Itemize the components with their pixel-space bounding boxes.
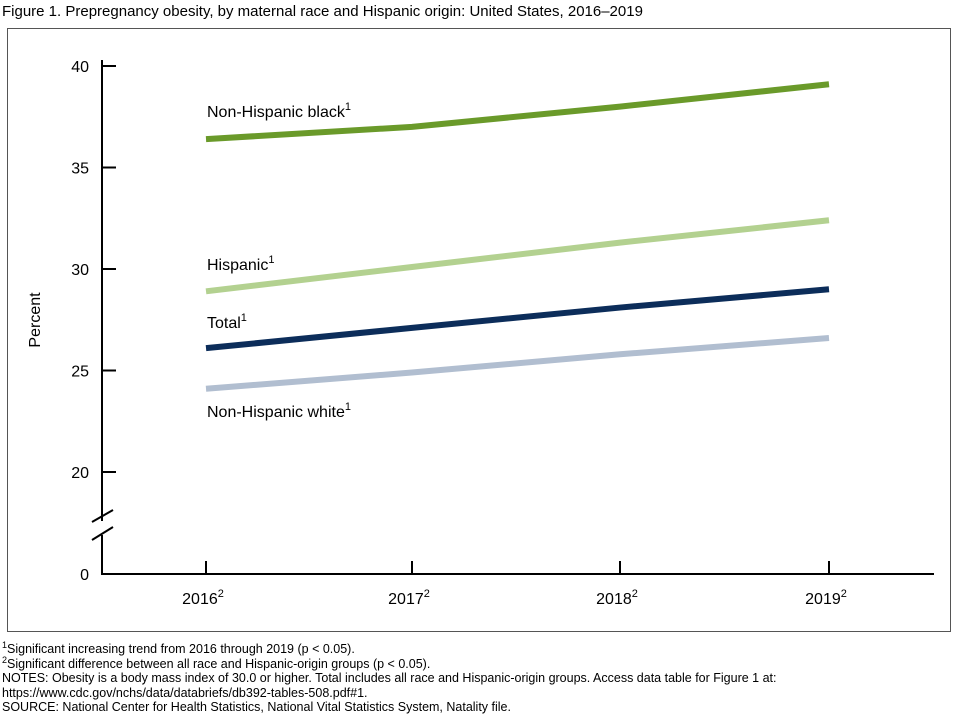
footnotes: 1Significant increasing trend from 2016 … — [2, 640, 776, 715]
y-tick-label: 30 — [71, 262, 89, 279]
footnote-text: https://www.cdc.gov/nchs/data/databriefs… — [2, 685, 368, 700]
series-label: Non-Hispanic black1 — [207, 101, 351, 121]
axis-break-mark — [91, 526, 114, 541]
y-axis-label: Percent — [27, 292, 44, 348]
x-tick-superscript: 2 — [841, 588, 847, 600]
figure-title: Figure 1. Prepregnancy obesity, by mater… — [2, 3, 643, 20]
y-tick-label: 25 — [71, 364, 89, 381]
series-label-superscript: 1 — [345, 401, 351, 413]
x-tick-label: 20192 — [805, 588, 847, 608]
footnote: 2Significant difference between all race… — [2, 654, 776, 672]
x-tick-superscript: 2 — [632, 588, 638, 600]
footnote-text: NOTES: Obesity is a body mass index of 3… — [2, 671, 777, 686]
series-label-superscript: 1 — [241, 312, 247, 324]
y-tick-label: 20 — [71, 465, 89, 482]
footnote-marker: 1 — [2, 640, 8, 650]
x-tick-superscript: 2 — [424, 588, 430, 600]
y-tick-label: 40 — [71, 59, 89, 76]
footnote: SOURCE: National Center for Health Stati… — [2, 700, 776, 715]
axis-break-mark — [91, 509, 114, 523]
x-tick-label: 20182 — [596, 588, 638, 608]
series-label: Hispanic1 — [207, 254, 274, 274]
series-label-superscript: 1 — [345, 101, 351, 113]
footnote: NOTES: Obesity is a body mass index of 3… — [2, 671, 776, 686]
footnote: 1Significant increasing trend from 2016 … — [2, 640, 776, 657]
footnote-marker: 2 — [2, 654, 8, 665]
series-line-non-hispanic-white — [205, 335, 830, 392]
footnote-text: Significant difference between all race … — [7, 656, 431, 671]
series-line-total — [205, 286, 830, 352]
y-tick-label: 0 — [80, 567, 89, 584]
series-line-hispanic — [205, 217, 830, 295]
series-label: Total1 — [207, 312, 247, 332]
series-line-non-hispanic-black — [205, 81, 830, 143]
footnote-text: Significant increasing trend from 2016 t… — [7, 642, 355, 656]
y-tick-label: 35 — [71, 161, 89, 178]
x-tick-label: 20162 — [182, 588, 224, 608]
x-tick-label: 20172 — [388, 588, 430, 608]
footnote-text: SOURCE: National Center for Health Stati… — [2, 700, 511, 715]
footnote: https://www.cdc.gov/nchs/data/databriefs… — [2, 686, 776, 701]
line-chart: 0 20 25 30 35 40 Percent 20162 20172 20182 20192 No… — [27, 59, 934, 608]
series-label: Non-Hispanic white1 — [207, 401, 351, 421]
chart-frame — [7, 28, 951, 632]
x-tick-superscript: 2 — [218, 588, 224, 600]
series-label-superscript: 1 — [268, 254, 274, 266]
